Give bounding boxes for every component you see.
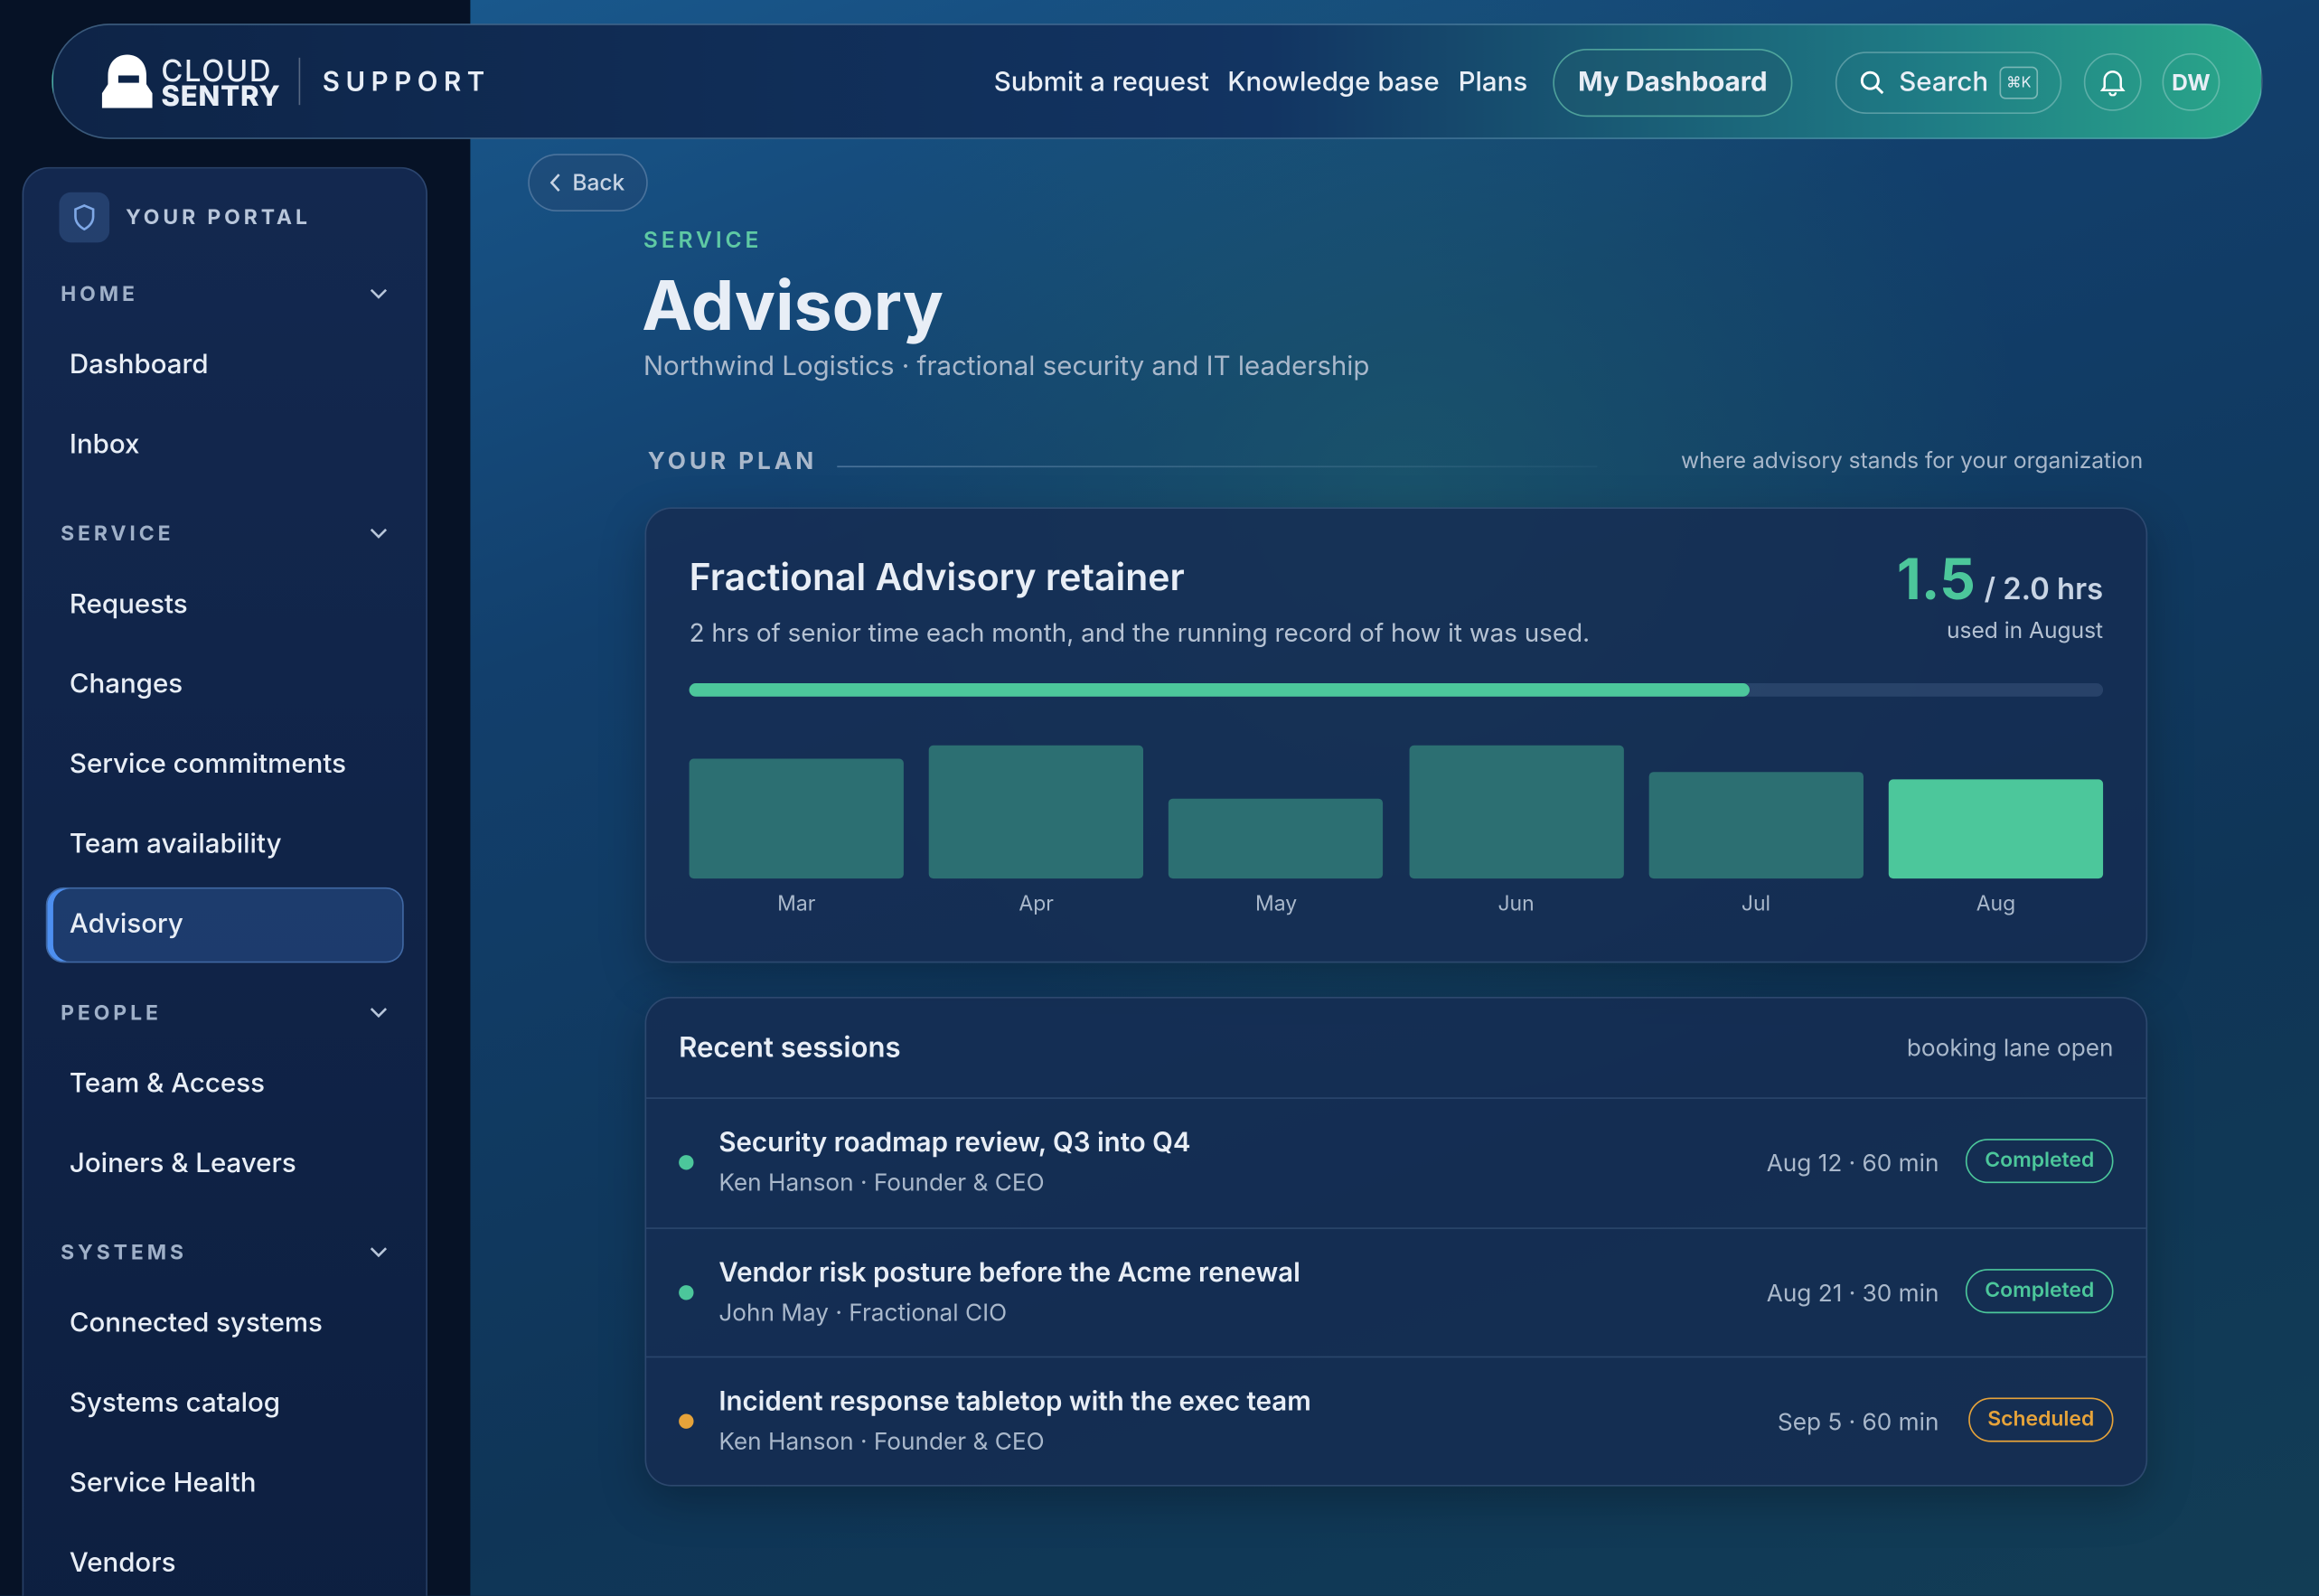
session-meta: Ken Hanson · Founder & CEO	[718, 1167, 1045, 1197]
nav-link[interactable]: Plans	[1458, 67, 1528, 99]
row-divider	[646, 1356, 2146, 1358]
session-when: Aug 21 · 30 min	[1766, 1277, 1939, 1307]
divider	[298, 57, 301, 106]
nav-item[interactable]: Changes	[69, 669, 183, 700]
nav-link[interactable]: Submit a request	[993, 67, 1209, 99]
x-tick-label: Mar	[777, 890, 816, 916]
bar	[1888, 778, 2104, 879]
session-meta: John May · Fractional CIO	[718, 1296, 1008, 1327]
sessions-card: Recent sessions booking lane open Securi…	[644, 996, 2148, 1487]
nav-item[interactable]: Vendors	[69, 1547, 176, 1579]
session-when: Aug 12 · 60 min	[1766, 1147, 1939, 1178]
sessions-note: booking lane open	[1906, 1032, 2114, 1062]
status-badge: Scheduled	[1967, 1397, 2114, 1442]
search[interactable]: Search ⌘K	[1835, 52, 2062, 115]
status-dot	[679, 1284, 694, 1300]
chevron	[370, 1247, 388, 1258]
avatar[interactable]: DW	[2162, 52, 2220, 111]
active-item-bg	[45, 887, 404, 963]
shield-icon	[74, 204, 95, 231]
session-row[interactable]: Vendor risk posture before the Acme rene…	[646, 1226, 2145, 1355]
shortcut: ⌘K	[1999, 66, 2039, 99]
bar	[689, 758, 904, 879]
section-note: where advisory stands for your organizat…	[1681, 446, 2144, 474]
bar	[1648, 772, 1864, 879]
x-tick-label: May	[1255, 890, 1298, 916]
section-header[interactable]: HOME	[61, 281, 138, 307]
x-tick-label: Aug	[1976, 890, 2016, 916]
nav-item[interactable]: Service commitments	[69, 748, 346, 781]
eyebrow: SERVICE	[643, 225, 763, 254]
search-icon	[1860, 70, 1884, 95]
nav-item[interactable]: Team availability	[69, 829, 282, 860]
x-tick-label: Jun	[1497, 890, 1535, 916]
progress-track	[689, 683, 2104, 697]
bar	[1408, 745, 1624, 879]
status-dot	[679, 1155, 694, 1170]
portal-icon-box	[59, 192, 110, 243]
page-subtitle: Northwind Logistics · fractional securit…	[643, 351, 1370, 383]
nav-item[interactable]: Requests	[69, 589, 188, 621]
session-title: Security roadmap review, Q3 into Q4	[718, 1127, 1191, 1159]
section-rule	[837, 465, 1598, 468]
x-tick-label: Jul	[1741, 890, 1771, 916]
session-row[interactable]: Security roadmap review, Q3 into Q4 Ken H…	[646, 1097, 2145, 1225]
product-name: SUPPORT	[322, 67, 491, 99]
bar	[929, 745, 1144, 879]
back-button[interactable]: Back	[528, 154, 648, 212]
row-divider	[646, 1226, 2146, 1229]
plan-description: 2 hrs of senior time each month, and the…	[689, 619, 1591, 650]
chevron	[370, 528, 388, 539]
sessions-title: Recent sessions	[679, 1029, 901, 1065]
brand-bottom: SENTRY	[161, 79, 281, 114]
nav-item[interactable]: Service Health	[69, 1468, 257, 1499]
chevron	[370, 1008, 388, 1019]
section-header[interactable]: PEOPLE	[61, 1000, 162, 1026]
nav-item[interactable]: Advisory	[69, 908, 183, 940]
back-label: Back	[572, 167, 625, 196]
session-title: Vendor risk posture before the Acme rene…	[718, 1257, 1300, 1289]
primary-action[interactable]: My Dashboard	[1553, 49, 1793, 117]
bar	[1169, 798, 1384, 879]
search-label: Search	[1899, 67, 1989, 99]
notifications[interactable]	[2083, 52, 2142, 111]
top-bar: CLOUD SENTRY SUPPORT My Dashboard Search…	[52, 23, 2263, 139]
nav-item[interactable]: Connected systems	[69, 1308, 323, 1339]
page-title: Advisory	[642, 264, 944, 348]
portal-title: YOUR PORTAL	[126, 204, 311, 230]
progress-fill	[689, 683, 1750, 697]
nav-item[interactable]: Dashboard	[69, 350, 209, 381]
nav-item[interactable]: Joiners & Leavers	[69, 1148, 296, 1180]
section-label: YOUR PLAN	[647, 445, 818, 475]
nav-link[interactable]: Knowledge base	[1227, 67, 1440, 99]
x-tick-label: Apr	[1019, 890, 1054, 916]
bell-icon	[2099, 70, 2126, 97]
row-divider	[646, 1097, 2146, 1099]
plan-title: Fractional Advisory retainer	[689, 556, 1185, 601]
plan-card: Fractional Advisory retainer 2 hrs of se…	[644, 507, 2148, 963]
usage-value: 1.5	[1896, 545, 1976, 615]
section-header[interactable]: SYSTEMS	[61, 1240, 187, 1266]
primary-action-label: My Dashboard	[1578, 67, 1768, 99]
session-row[interactable]: Incident response tabletop with the exec…	[646, 1357, 2145, 1485]
session-meta: Ken Hanson · Founder & CEO	[718, 1425, 1045, 1456]
usage: 1.5 / 2.0 hrs	[1897, 546, 2103, 614]
back-icon	[549, 174, 560, 192]
chevron	[370, 288, 388, 299]
usage-caption: used in August	[1946, 615, 2104, 644]
nav-item[interactable]: Systems catalog	[69, 1387, 281, 1420]
status-dot	[679, 1413, 694, 1429]
session-when: Sep 5 · 60 min	[1777, 1406, 1939, 1437]
status-badge: Completed	[1965, 1139, 2114, 1184]
nav-item[interactable]: Inbox	[69, 429, 140, 461]
nav-item[interactable]: Team & Access	[69, 1068, 265, 1100]
sidebar: YOUR PORTAL HOME Dashboard Inbox SERVICE Req…	[22, 166, 427, 1596]
session-title: Incident response tabletop with the exec…	[718, 1386, 1311, 1418]
status-badge: Completed	[1965, 1268, 2114, 1313]
brand-top: CLOUD	[161, 52, 273, 89]
usage-limit: / 2.0 hrs	[1984, 570, 2104, 606]
section-header[interactable]: SERVICE	[61, 521, 174, 547]
logo-icon	[101, 54, 153, 108]
